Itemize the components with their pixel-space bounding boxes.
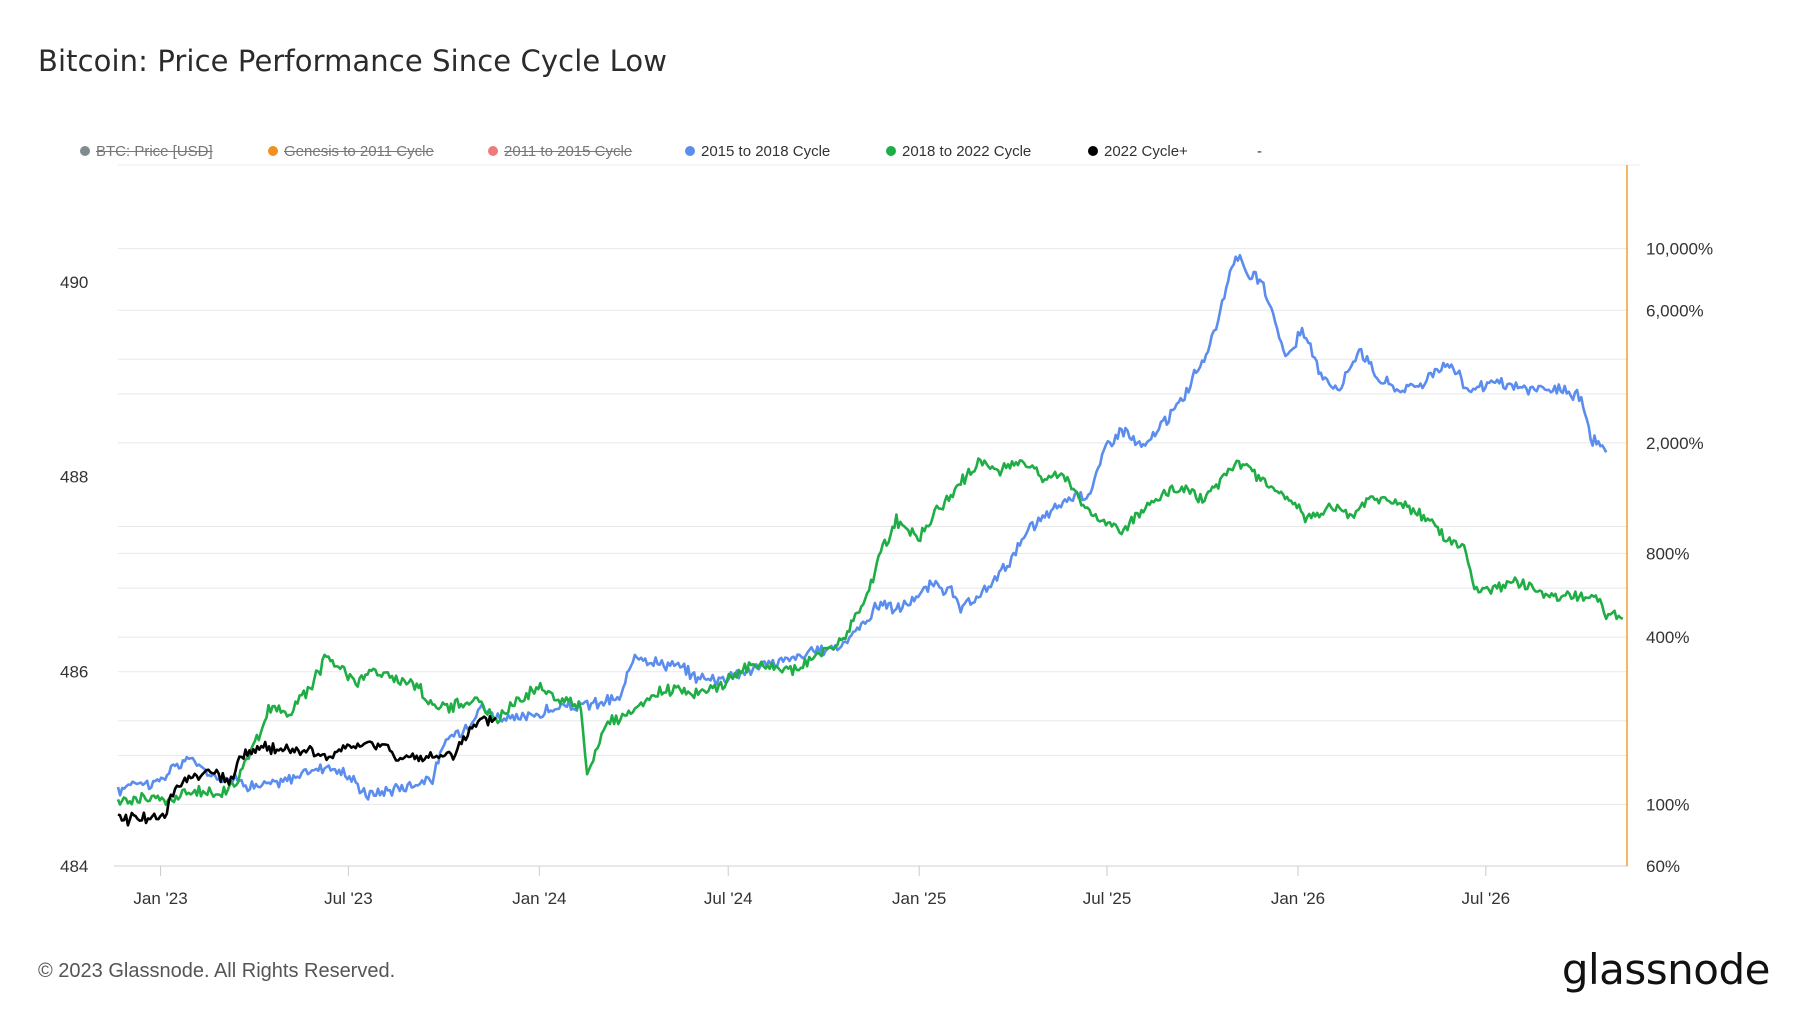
x-tick-label: Jan '25 <box>892 889 946 908</box>
legend-label: BTC: Price [USD] <box>96 142 213 160</box>
chart-title: Bitcoin: Price Performance Since Cycle L… <box>38 44 668 78</box>
legend-item-genesis-2011[interactable]: Genesis to 2011 Cycle <box>268 143 434 160</box>
legend-label: 2015 to 2018 Cycle <box>701 142 831 160</box>
legend-label: Genesis to 2011 Cycle <box>284 142 434 160</box>
legend-item-2015-2018[interactable]: 2015 to 2018 Cycle <box>685 143 830 160</box>
series-line-2018-to-2022-cycle <box>116 457 1624 807</box>
legend-dot <box>1088 146 1098 156</box>
left-tick-label: 490 <box>60 273 88 292</box>
legend-item-2011-2015[interactable]: 2011 to 2015 Cycle <box>488 143 632 160</box>
legend-label: 2011 to 2015 Cycle <box>504 142 633 160</box>
copyright-footer: © 2023 Glassnode. All Rights Reserved. <box>38 960 396 982</box>
legend-dot <box>268 146 278 156</box>
legend-item-2022-cycle[interactable]: 2022 Cycle+ <box>1088 143 1188 160</box>
legend-label: 2018 to 2022 Cycle <box>902 142 1032 160</box>
legend-item-2018-2022[interactable]: 2018 to 2022 Cycle <box>886 143 1031 160</box>
left-tick-label: 488 <box>60 468 88 487</box>
legend-dot <box>488 146 498 156</box>
x-tick-label: Jul '23 <box>324 889 373 908</box>
right-tick-label: 800% <box>1646 544 1689 563</box>
legend-label: 2022 Cycle+ <box>1104 142 1188 160</box>
series-line-2022-cycle- <box>117 714 497 827</box>
x-tick-label: Jan '26 <box>1271 889 1325 908</box>
left-tick-label: 484 <box>60 857 88 876</box>
right-tick-label: 400% <box>1646 628 1689 647</box>
series-lines <box>116 253 1624 827</box>
grid-lines <box>114 164 1640 867</box>
right-tick-label: 10,000% <box>1646 240 1713 259</box>
right-tick-label: 2,000% <box>1646 434 1704 453</box>
legend-label: - <box>1257 142 1262 160</box>
legend-dot <box>886 146 896 156</box>
series-line-2015-to-2018-cycle <box>116 253 1608 801</box>
right-tick-label: 6,000% <box>1646 301 1704 320</box>
right-tick-label: 100% <box>1646 795 1689 814</box>
right-axis: 10,000% 6,000% 2,000% 800% 400% 100% 60% <box>1646 240 1713 876</box>
legend-dot <box>80 146 90 156</box>
left-tick-label: 486 <box>60 662 88 681</box>
x-axis: Jan '23 Jul '23 Jan '24 Jul '24 Jan '25 Jul '… <box>133 866 1510 908</box>
legend-dot <box>685 146 695 156</box>
right-tick-label: 60% <box>1646 857 1680 876</box>
x-tick-label: Jul '26 <box>1462 889 1511 908</box>
left-axis: 490 488 486 484 <box>60 273 88 876</box>
x-tick-label: Jul '25 <box>1083 889 1132 908</box>
x-tick-label: Jan '24 <box>512 889 566 908</box>
x-tick-label: Jul '24 <box>704 889 753 908</box>
x-tick-label: Jan '23 <box>133 889 187 908</box>
legend-item-btc-price[interactable]: BTC: Price [USD] <box>80 143 213 160</box>
glassnode-logo: glassnode <box>1561 945 1771 994</box>
legend-item-dash[interactable]: - <box>1257 143 1262 160</box>
